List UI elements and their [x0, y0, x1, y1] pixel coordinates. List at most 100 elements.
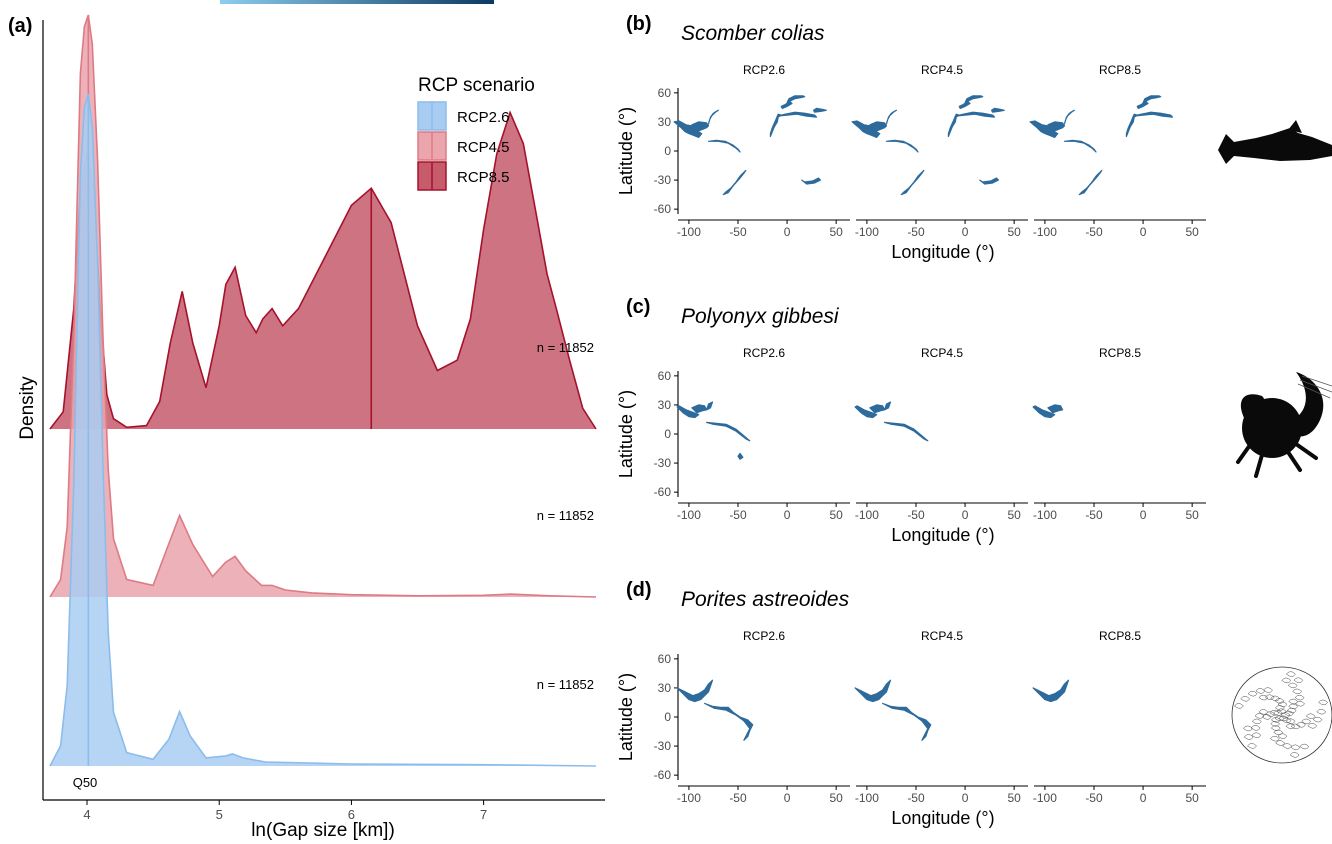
species-range-area: [676, 679, 714, 703]
n-label: n = 11852: [537, 508, 594, 523]
map-x-axis-title: Longitude (°): [891, 525, 994, 545]
facet-rcp4-5: RCP4.5 -100 -50 0 50: [851, 63, 1028, 239]
density-area: [50, 112, 596, 429]
map-x-tick-label: -100: [677, 508, 701, 522]
map-x-tick-label: 50: [829, 508, 843, 522]
crab-silhouette: [1236, 372, 1332, 478]
map-x-tick-label: 0: [784, 508, 791, 522]
panel-a-tag: (a): [8, 15, 32, 37]
panel-d-map: (d) Porites astreoides 60 30 0 -30 -60 Latitude…: [616, 579, 1206, 828]
map-y-tick-label: -30: [654, 456, 672, 470]
map-y-tick-label: -60: [654, 202, 672, 216]
x-tick-label: 4: [83, 807, 90, 822]
facet-strip-label: RCP4.5: [921, 629, 963, 643]
x-axis-title: ln(Gap size [km]): [251, 820, 395, 841]
species-range-area: [1063, 109, 1075, 125]
density-area: [50, 94, 596, 766]
coral-drawing: [1231, 666, 1332, 764]
fish-silhouette: [1218, 120, 1332, 164]
map-y-axis-title: Latitude (°): [616, 673, 636, 761]
species-range-area: [854, 679, 892, 703]
species-range-area: [1078, 169, 1103, 196]
x-tick-label: 5: [216, 807, 223, 822]
x-tick-label: 6: [348, 807, 355, 822]
map-x-tick-label: -100: [677, 791, 701, 805]
map-x-tick-label: 50: [1185, 791, 1199, 805]
panel-a-density-ridges: (a) n = 11852 n = 11852 n = 11852 4 5 6 7 ln(…: [8, 14, 605, 841]
legend-title: RCP scenario: [418, 75, 535, 96]
species-range-area: [900, 169, 925, 196]
species-range-area: [1032, 405, 1056, 419]
map-x-tick-label: -50: [1085, 508, 1103, 522]
species-range-area: [885, 109, 897, 125]
map-x-tick-label: -100: [855, 225, 879, 239]
map-x-tick-label: -50: [1085, 791, 1103, 805]
y-axis-title: Density: [17, 376, 38, 440]
species-range-area: [1142, 95, 1162, 104]
species-range-area: [704, 702, 754, 741]
map-y-tick-label: 60: [658, 652, 672, 666]
species-name: Porites astreoides: [681, 588, 850, 611]
species-range-area: [1047, 404, 1064, 414]
facet-strip-label: RCP8.5: [1099, 63, 1141, 77]
map-x-tick-label: -50: [729, 508, 747, 522]
panel-b-map: (b) Scomber colias 60 30 0 -30 -60 Latitude (°)…: [616, 13, 1206, 262]
species-range-area: [1047, 121, 1066, 133]
facet-rcp2-6: RCP2.6 -100 -50 0 50: [676, 346, 850, 522]
species-range-area: [884, 421, 929, 442]
map-panels: (b) Scomber colias 60 30 0 -30 -60 Latitude (°)…: [616, 13, 1332, 828]
species-range-area: [776, 111, 818, 118]
species-range-area: [947, 113, 960, 138]
map-x-tick-label: 0: [1140, 508, 1147, 522]
map-y-tick-label: -60: [654, 485, 672, 499]
legend-item-rcp8-5: RCP8.5: [417, 161, 510, 191]
legend-label: RCP8.5: [457, 169, 510, 186]
map-x-axis-title: Longitude (°): [891, 242, 994, 262]
species-range-area: [722, 169, 747, 196]
facet-rcp8-5: RCP8.5 -100 -50 0 50: [1029, 63, 1206, 239]
species-range-area: [954, 111, 996, 118]
map-y-tick-label: 30: [658, 115, 672, 129]
map-x-tick-label: -100: [1033, 791, 1057, 805]
species-range-area: [851, 120, 881, 138]
map-x-tick-label: 0: [1140, 225, 1147, 239]
gradient-colorbar: [220, 0, 494, 4]
map-x-tick-label: -100: [855, 508, 879, 522]
q50-label: Q50: [73, 775, 98, 790]
map-x-tick-label: 50: [1007, 225, 1021, 239]
map-x-tick-label: 0: [784, 225, 791, 239]
map-x-tick-label: 50: [1185, 508, 1199, 522]
legend-item-rcp2-6: RCP2.6: [417, 101, 510, 131]
facet-strip-label: RCP2.6: [743, 346, 785, 360]
map-y-tick-label: 0: [664, 427, 671, 441]
map-x-tick-label: 50: [829, 225, 843, 239]
species-range-area: [979, 177, 999, 185]
map-x-tick-label: 0: [1140, 791, 1147, 805]
species-range-area: [813, 107, 827, 113]
map-x-tick-label: 50: [829, 791, 843, 805]
map-x-tick-label: 0: [962, 225, 969, 239]
species-range-area: [801, 177, 821, 185]
ridge-rcp2-6: n = 11852: [49, 93, 597, 767]
panel-tag: (b): [626, 13, 652, 35]
map-x-tick-label: -100: [1033, 225, 1057, 239]
species-range-area: [1032, 679, 1070, 703]
facet-rcp8-5: RCP8.5 -100 -50 0 50: [1032, 346, 1206, 522]
panel-tag: (d): [626, 579, 652, 601]
legend-label: RCP2.6: [457, 109, 510, 126]
n-label: n = 11852: [537, 340, 594, 355]
species-range-area: [691, 404, 708, 414]
map-x-tick-label: -50: [1085, 225, 1103, 239]
facet-strip-label: RCP4.5: [921, 346, 963, 360]
species-range-area: [786, 95, 806, 104]
density-line: [49, 14, 597, 598]
facet-strip-label: RCP2.6: [743, 63, 785, 77]
facet-strip-label: RCP4.5: [921, 63, 963, 77]
species-name: Polyonyx gibbesi: [681, 305, 840, 328]
species-range-area: [854, 405, 878, 419]
species-name: Scomber colias: [681, 22, 825, 45]
species-range-area: [1125, 113, 1138, 138]
map-y-tick-label: 60: [658, 369, 672, 383]
facet-strip-label: RCP2.6: [743, 629, 785, 643]
